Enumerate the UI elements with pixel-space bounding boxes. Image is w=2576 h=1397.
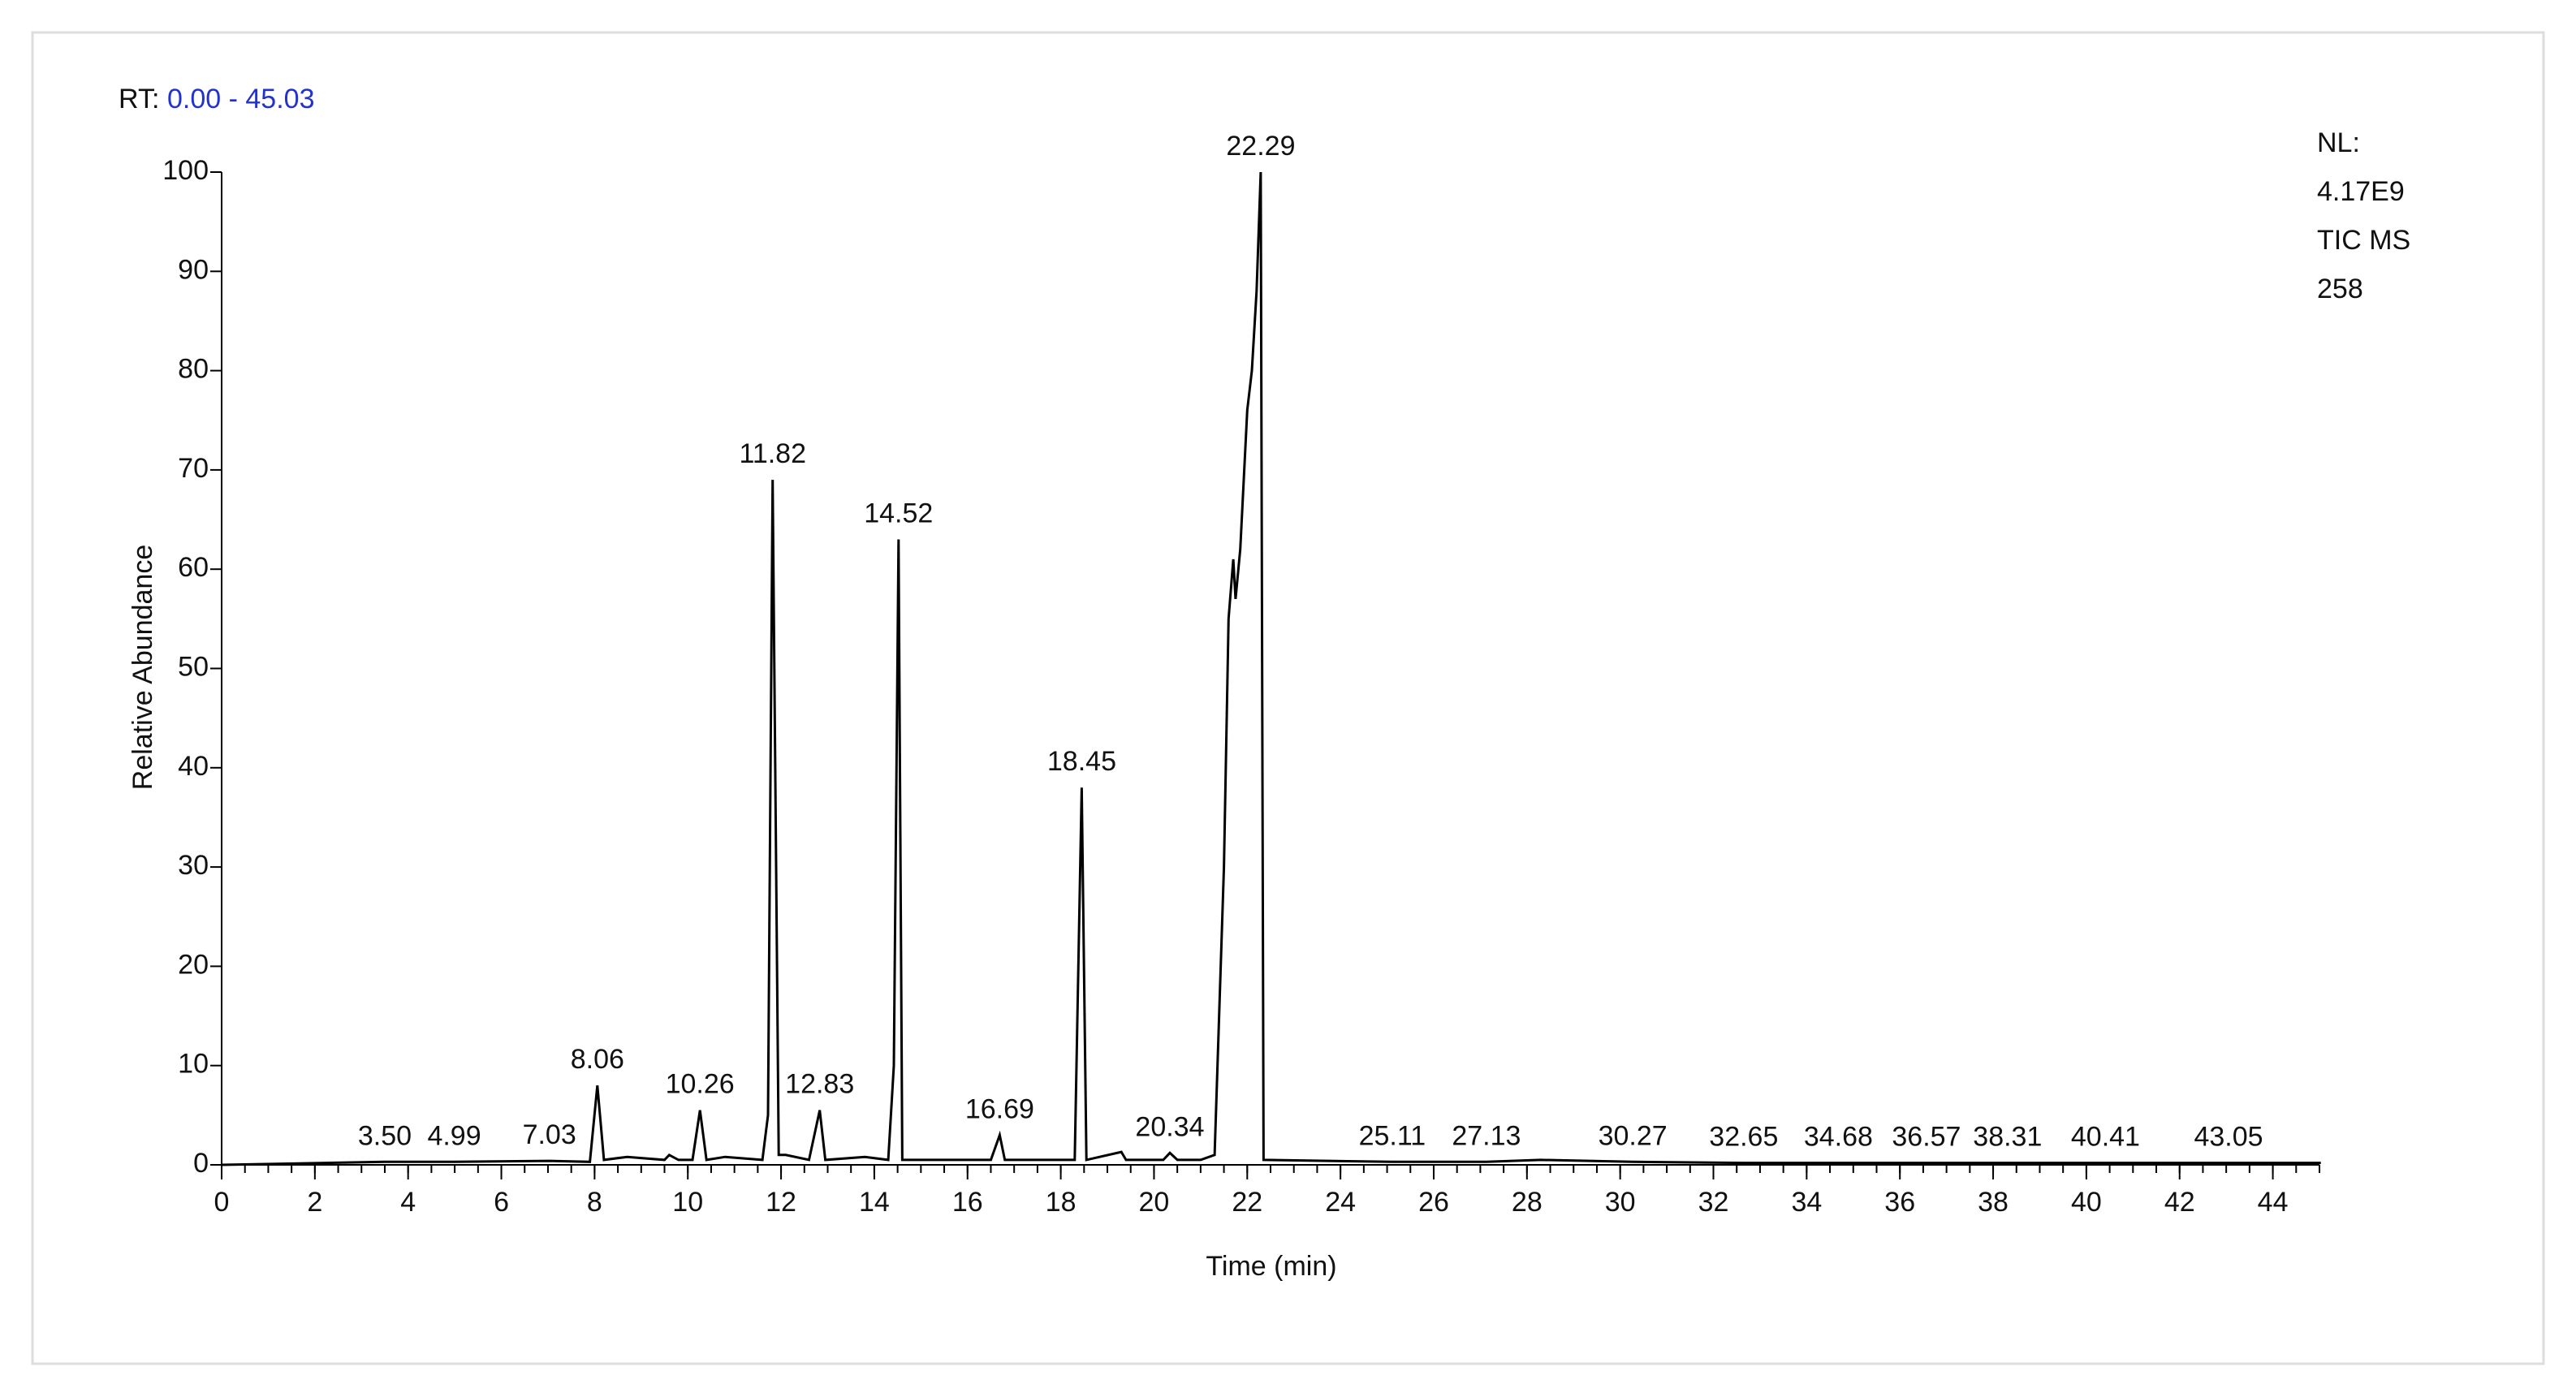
x-tick-label: 4 — [400, 1187, 416, 1218]
x-tick-label: 40 — [2071, 1187, 2102, 1218]
range-label: RT: — [119, 84, 159, 114]
y-axis-label: Relative Abundance — [127, 545, 158, 790]
x-tick-label: 42 — [2164, 1187, 2195, 1218]
x-tick-label: 34 — [1791, 1187, 1822, 1218]
info-text: 4.17E9 — [2317, 176, 2405, 207]
x-tick-label: 36 — [1884, 1187, 1915, 1218]
x-tick-label: 44 — [2258, 1187, 2289, 1218]
info-text: NL: — [2317, 127, 2360, 158]
peak-label: 32.65 — [1709, 1122, 1778, 1153]
peak-label: 18.45 — [1047, 746, 1116, 777]
y-tick-label: 70 — [178, 453, 209, 484]
info-text: TIC MS — [2317, 225, 2410, 256]
range-value: 0.00 - 45.03 — [167, 84, 314, 114]
peak-label: 30.27 — [1599, 1120, 1668, 1151]
x-tick-label: 30 — [1605, 1187, 1636, 1218]
y-tick-label: 30 — [178, 850, 209, 881]
x-tick-label: 0 — [214, 1187, 230, 1218]
peak-label: 27.13 — [1452, 1120, 1521, 1151]
peak-label: 10.26 — [666, 1069, 735, 1100]
peak-label: 25.11 — [1359, 1120, 1426, 1151]
x-tick-label: 8 — [587, 1187, 602, 1218]
x-tick-label: 6 — [494, 1187, 509, 1218]
y-tick-label: 0 — [193, 1148, 209, 1179]
peak-label: 34.68 — [1804, 1122, 1873, 1153]
y-tick-label: 50 — [178, 651, 209, 682]
y-tick-label: 90 — [178, 254, 209, 285]
y-tick-label: 10 — [178, 1049, 209, 1080]
x-tick-label: 24 — [1325, 1187, 1356, 1218]
x-tick-label: 10 — [672, 1187, 703, 1218]
peak-label: 12.83 — [785, 1069, 854, 1100]
peak-label: 16.69 — [965, 1093, 1034, 1124]
x-tick-label: 12 — [766, 1187, 796, 1218]
peak-label: 20.34 — [1135, 1111, 1204, 1142]
y-tick-label: 40 — [178, 751, 209, 782]
y-tick-label: 60 — [178, 552, 209, 583]
peak-label: 3.50 — [358, 1120, 412, 1151]
peak-label: 11.82 — [739, 438, 806, 469]
peak-label: 36.57 — [1892, 1122, 1961, 1153]
x-tick-label: 16 — [952, 1187, 983, 1218]
x-tick-label: 32 — [1698, 1187, 1729, 1218]
x-tick-label: 38 — [1978, 1187, 2009, 1218]
peak-label: 40.41 — [2071, 1122, 2140, 1153]
peak-label: 7.03 — [523, 1119, 576, 1150]
x-tick-label: 14 — [859, 1187, 890, 1218]
x-tick-label: 20 — [1139, 1187, 1170, 1218]
x-axis-label: Time (min) — [1206, 1251, 1336, 1282]
y-tick-label: 80 — [178, 354, 209, 385]
x-tick-label: 18 — [1046, 1187, 1077, 1218]
x-tick-label: 2 — [307, 1187, 322, 1218]
x-tick-label: 22 — [1232, 1187, 1262, 1218]
peak-label: 43.05 — [2194, 1122, 2263, 1153]
x-tick-label: 26 — [1418, 1187, 1449, 1218]
y-tick-label: 20 — [178, 949, 209, 980]
peak-label: 22.29 — [1226, 131, 1295, 162]
peak-label: 38.31 — [1973, 1122, 2042, 1153]
x-tick-label: 28 — [1512, 1187, 1543, 1218]
peak-label: 8.06 — [571, 1044, 624, 1075]
y-tick-label: 100 — [162, 155, 209, 186]
info-text: 258 — [2317, 274, 2363, 304]
peak-label: 4.99 — [427, 1120, 481, 1151]
trace — [221, 171, 2321, 1166]
peak-label: 14.52 — [864, 498, 933, 528]
frame — [31, 31, 2545, 1365]
